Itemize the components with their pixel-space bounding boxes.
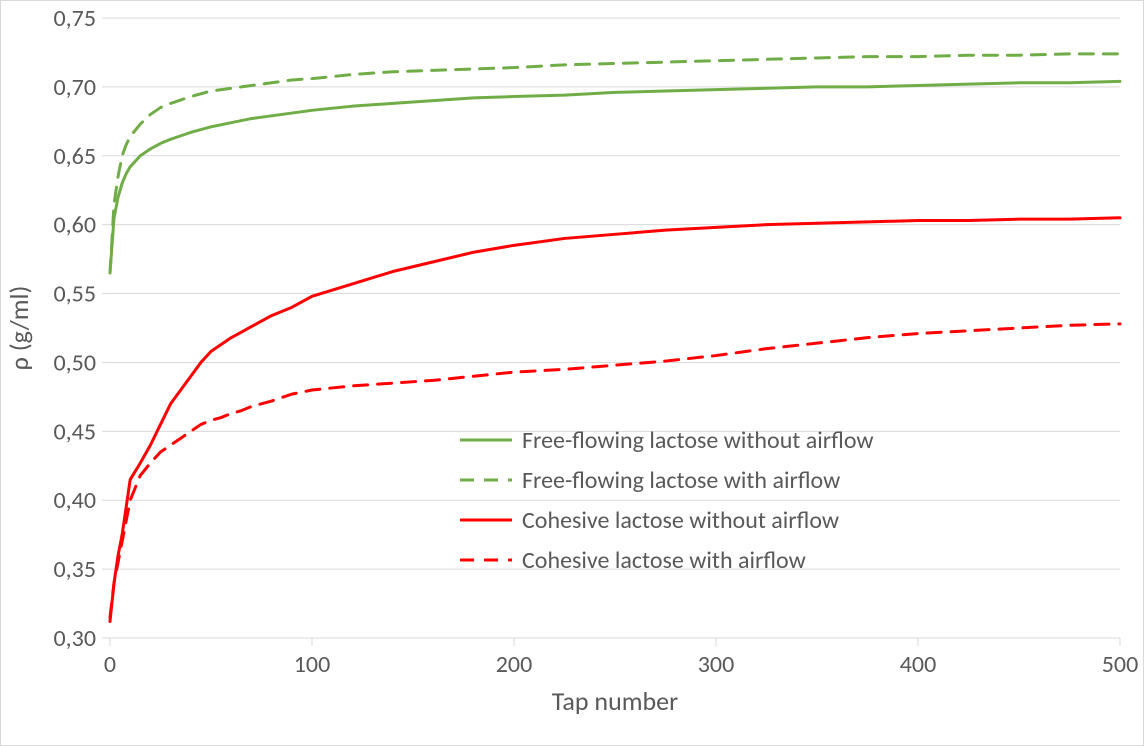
- x-tick-label: 300: [698, 650, 735, 679]
- line-chart: 0 100 200 300 400 500 0,30 0,35 0,40 0,45 0,50 0,55…: [0, 0, 1144, 746]
- chart-container: 0 100 200 300 400 500 0,30 0,35 0,40 0,45 0,50 0,55…: [0, 0, 1144, 746]
- x-tick-label: 0: [104, 650, 116, 679]
- legend-label: Cohesive lactose without airflow: [522, 506, 839, 535]
- y-tick-label: 0,30: [54, 624, 96, 653]
- legend-label: Free-flowing lactose without airflow: [522, 426, 874, 455]
- x-axis-title: Tap number: [552, 685, 678, 717]
- y-tick-label: 0,75: [54, 4, 96, 33]
- legend-label: Free-flowing lactose with airflow: [522, 466, 840, 495]
- x-tick-label: 100: [294, 650, 331, 679]
- y-tick-label: 0,45: [54, 417, 96, 446]
- x-tick-label: 500: [1102, 650, 1139, 679]
- y-tick-label: 0,65: [54, 142, 96, 171]
- y-tick-label: 0,40: [54, 486, 96, 515]
- chart-border: [1, 1, 1144, 746]
- x-tick-label: 200: [496, 650, 533, 679]
- y-tick-label: 0,35: [54, 555, 96, 584]
- series-line-0: [110, 81, 1120, 273]
- legend-label: Cohesive lactose with airflow: [522, 546, 806, 575]
- y-axis-title: ρ (g/ml): [3, 286, 35, 371]
- y-tick-label: 0,55: [54, 280, 96, 309]
- y-tick-label: 0,60: [54, 211, 96, 240]
- x-tick-label: 400: [900, 650, 937, 679]
- y-tick-label: 0,70: [54, 73, 96, 102]
- y-tick-label: 0,50: [54, 348, 96, 377]
